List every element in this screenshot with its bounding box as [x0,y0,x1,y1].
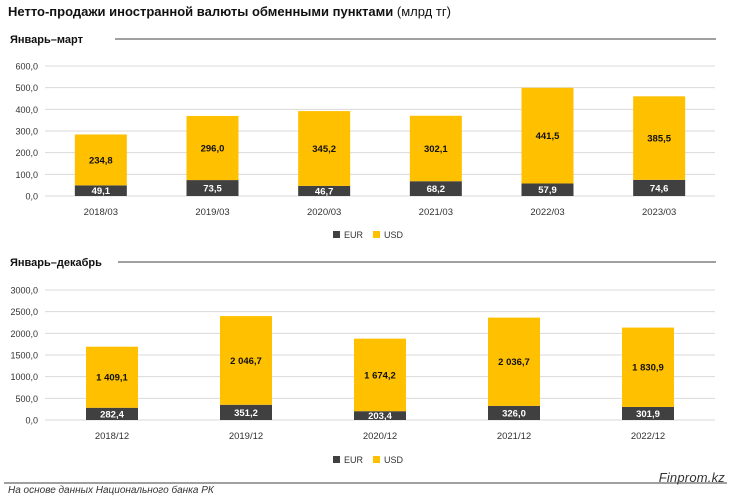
panel2-bar-eur [354,411,406,420]
panel1-data-label-usd: 296,0 [201,144,225,155]
panel1-legend-swatch-usd [373,231,380,238]
panel2-data-label-usd: 2 036,7 [498,357,530,368]
panel1-bar-eur [74,185,127,196]
panel2-bar-usd [488,317,540,406]
panel2-y-tick-label: 3000,0 [10,286,38,296]
panel1-y-tick-label: 600,0 [15,62,38,72]
panel2-bar-eur [86,407,138,420]
panel2-bar-usd [86,346,138,408]
panel1-y-tick-label: 100,0 [15,170,38,180]
panel1-data-label-eur: 57,9 [538,185,557,196]
panel1-bar-usd [409,115,462,182]
panel1-legend-label-usd: USD [384,230,404,240]
panel2-data-label-eur: 282,4 [100,409,124,420]
panel1-data-label-usd: 441,5 [536,131,560,142]
panel1-data-label-usd: 345,2 [312,144,336,155]
panel2-legend-swatch-eur [333,456,340,463]
panel1-data-label-usd: 234,8 [89,155,113,166]
panel1-y-tick-label: 500,0 [15,83,38,93]
panel2-x-tick-label: 2018/12 [95,431,129,442]
panel2-title: Январь–декабрь [10,257,102,269]
panel2-data-label-usd: 2 046,7 [230,356,262,367]
title-main: Нетто-продажи иностранной валюты обменны… [8,4,394,19]
panel1-legend-label-eur: EUR [344,230,364,240]
panel2-data-label-usd: 1 674,2 [364,370,396,381]
panel2-x-tick-label: 2020/12 [363,431,397,442]
panel1-bar-eur [409,181,462,196]
panel1-x-tick-label: 2022/03 [530,207,564,218]
panel1-legend-swatch-eur [333,231,340,238]
panel2-bar-usd [354,338,406,412]
panel1-x-tick-label: 2020/03 [307,207,341,218]
panel1-y-tick-label: 300,0 [15,127,38,137]
panel2-bar-eur [622,406,674,420]
panel1-data-label-usd: 385,5 [647,134,671,145]
panel2-y-tick-label: 500,0 [15,394,38,404]
panel1-data-label-eur: 49,1 [92,186,111,197]
panel1-bar-usd [74,134,127,186]
title-unit: (млрд тг) [396,4,451,19]
panel2-data-label-eur: 203,4 [368,411,392,422]
panel2-y-tick-label: 2500,0 [10,307,38,317]
panel1-bar-usd [521,87,574,184]
panel2-legend-swatch-usd [373,456,380,463]
panel2-data-label-usd: 1 409,1 [96,373,128,384]
panel2-data-label-eur: 326,0 [502,408,526,419]
panel2-bar-usd [622,327,674,407]
panel1-x-tick-label: 2019/03 [195,207,229,218]
panel1-bar-usd [186,115,239,181]
panel2-bar-eur [488,405,540,420]
panel1-data-label-eur: 46,7 [315,186,334,197]
panel2-x-tick-label: 2019/12 [229,431,263,442]
panel1-data-label-eur: 73,5 [203,184,222,195]
panel2-bar-usd [220,316,272,405]
panel1-bar-eur [521,183,574,196]
panel1-bar-eur [186,180,239,196]
panel1-x-tick-label: 2018/03 [84,207,118,218]
panel1-y-tick-label: 0,0 [25,192,38,202]
panel2-y-tick-label: 1500,0 [10,351,38,361]
panel1-title: Январь–март [10,34,84,46]
panel1-data-label-usd: 302,1 [424,144,448,155]
panel2-y-tick-label: 1000,0 [10,372,38,382]
panel1-bar-eur [633,179,686,196]
panel1-bar-eur [298,185,351,196]
panel2-x-tick-label: 2022/12 [631,431,665,442]
panel2-bar-eur [220,404,272,420]
panel1-data-label-eur: 74,6 [650,183,669,194]
panel2-legend-label-eur: EUR [344,455,364,465]
panel1-bar-usd [633,96,686,180]
brand-logo: Finprom.kz [658,470,725,485]
panel1-bar-usd [298,111,351,186]
panel1-y-tick-label: 400,0 [15,105,38,115]
panel1-x-tick-label: 2023/03 [642,207,676,218]
panel1-y-tick-label: 200,0 [15,148,38,158]
panel2-legend-label-usd: USD [384,455,404,465]
panel2-data-label-usd: 1 830,9 [632,363,664,374]
panel2-y-tick-label: 0,0 [25,416,38,426]
source-note: На основе данных Национального банка РК [8,485,214,496]
panel2-data-label-eur: 351,2 [234,408,258,419]
panel2-x-tick-label: 2021/12 [497,431,531,442]
panel1-x-tick-label: 2021/03 [419,207,453,218]
page-title: Нетто-продажи иностранной валюты обменны… [8,4,451,19]
panel1-data-label-eur: 68,2 [427,184,446,195]
panel2-data-label-eur: 301,9 [636,409,660,420]
panel2-y-tick-label: 2000,0 [10,329,38,339]
